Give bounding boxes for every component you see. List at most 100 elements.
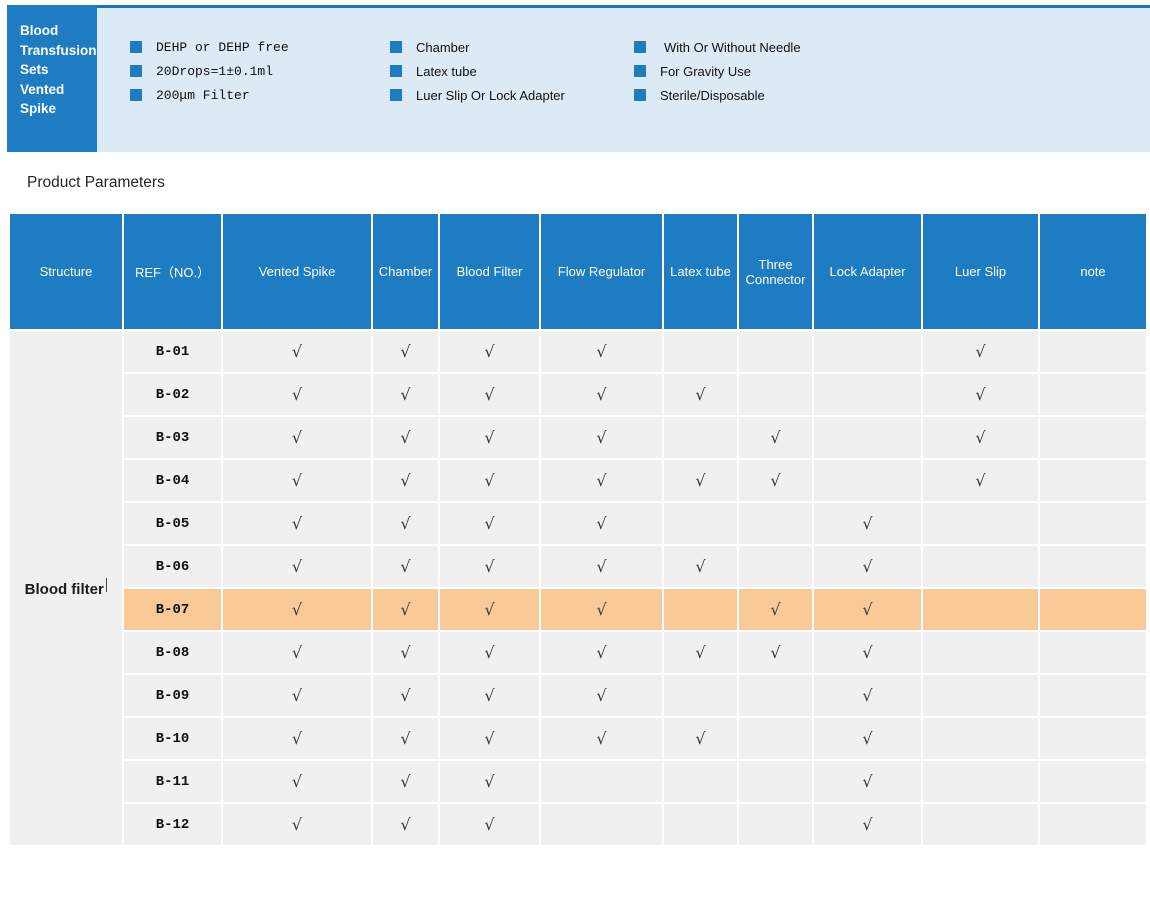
product-table: Structure REF（NO.） Vented Spike Chamber Bloo… <box>8 212 1148 847</box>
feature-item: Sterile/Disposable <box>634 87 801 103</box>
bullet-square-icon <box>390 65 402 77</box>
feature-item: Luer Slip Or Lock Adapter <box>390 87 565 103</box>
check-cell-luer_slip <box>921 501 1040 546</box>
check-cell-chamber: √ <box>371 458 440 503</box>
check-cell-three_connector <box>737 372 814 417</box>
check-cell-latex_tube <box>662 802 739 847</box>
check-cell-three_connector: √ <box>737 458 814 503</box>
check-cell-flow_regulator <box>539 759 664 804</box>
table-row-B-06[interactable]: B-06 √ √ √ √ √ √ <box>9 544 1148 589</box>
check-cell-blood_filter: √ <box>438 716 541 761</box>
check-cell-flow_regulator: √ <box>539 630 664 675</box>
check-cell-vented_spike: √ <box>221 329 373 374</box>
feature-column-3: With Or Without Needle For Gravity Use S… <box>634 40 801 112</box>
check-cell-note <box>1038 759 1148 804</box>
check-cell-blood_filter: √ <box>438 759 541 804</box>
feature-label: 20Drops=1±0.1ml <box>156 63 274 79</box>
check-cell-three_connector <box>737 501 814 546</box>
hero-title-line: Spike <box>20 101 57 116</box>
table-row-B-09[interactable]: B-09 √ √ √ √ √ <box>9 673 1148 718</box>
table-row-B-08[interactable]: B-08 √ √ √ √ √ √ √ <box>9 630 1148 675</box>
hero-title-line: Transfusion <box>20 42 97 58</box>
header-row: Structure REF（NO.） Vented Spike Chamber Bloo… <box>8 212 1148 331</box>
hero-title-box: Blood Transfusion Sets Vented Spike <box>7 5 97 152</box>
check-cell-note <box>1038 673 1148 718</box>
check-cell-three_connector <box>737 802 814 847</box>
table-row-B-03[interactable]: B-03 √ √ √ √ √ √ <box>9 415 1148 460</box>
feature-label: Luer Slip Or Lock Adapter <box>416 87 565 103</box>
check-cell-luer_slip <box>921 630 1040 675</box>
check-cell-blood_filter: √ <box>438 329 541 374</box>
col-header-chamber: Chamber <box>371 212 440 331</box>
ref-cell: B-09 <box>122 673 223 718</box>
ref-cell: B-10 <box>122 716 223 761</box>
ref-cell: B-05 <box>122 501 223 546</box>
check-cell-blood_filter: √ <box>438 587 541 632</box>
check-cell-blood_filter: √ <box>438 501 541 546</box>
check-cell-blood_filter: √ <box>438 630 541 675</box>
check-cell-lock_adapter: √ <box>812 802 923 847</box>
check-cell-three_connector: √ <box>737 415 814 460</box>
check-cell-note <box>1038 630 1148 675</box>
ref-cell: B-04 <box>122 458 223 503</box>
check-cell-flow_regulator: √ <box>539 587 664 632</box>
check-cell-latex_tube <box>662 329 739 374</box>
check-cell-latex_tube <box>662 759 739 804</box>
feature-column-1: DEHP or DEHP free 20Drops=1±0.1ml 200μm … <box>130 40 289 112</box>
feature-label: Sterile/Disposable <box>660 87 765 103</box>
check-cell-luer_slip <box>921 673 1040 718</box>
check-cell-chamber: √ <box>371 716 440 761</box>
col-header-flow_regulator: Flow Regulator <box>539 212 664 331</box>
check-cell-blood_filter: √ <box>438 544 541 589</box>
col-header-vented_spike: Vented Spike <box>221 212 373 331</box>
feature-item: DEHP or DEHP free <box>130 40 289 55</box>
check-cell-chamber: √ <box>371 415 440 460</box>
feature-item: 200μm Filter <box>130 88 289 103</box>
check-cell-luer_slip <box>921 544 1040 589</box>
check-cell-blood_filter: √ <box>438 458 541 503</box>
check-cell-latex_tube: √ <box>662 630 739 675</box>
check-cell-luer_slip: √ <box>921 372 1040 417</box>
table-row-B-02[interactable]: B-02 √ √ √ √ √ √ <box>9 372 1148 417</box>
check-cell-lock_adapter: √ <box>812 544 923 589</box>
table-row-B-10[interactable]: B-10 √ √ √ √ √ √ <box>9 716 1148 761</box>
bullet-square-icon <box>634 89 646 101</box>
table-row-B-04[interactable]: B-04 √ √ √ √ √ √ √ <box>9 458 1148 503</box>
check-cell-chamber: √ <box>371 802 440 847</box>
check-cell-flow_regulator: √ <box>539 372 664 417</box>
check-cell-three_connector <box>737 759 814 804</box>
col-header-latex_tube: Latex tube <box>662 212 739 331</box>
ref-cell: B-02 <box>122 372 223 417</box>
check-cell-luer_slip <box>921 587 1040 632</box>
check-cell-lock_adapter <box>812 458 923 503</box>
check-cell-note <box>1038 329 1148 374</box>
table-row-B-05[interactable]: B-05 √ √ √ √ √ <box>9 501 1148 546</box>
bullet-square-icon <box>390 41 402 53</box>
check-cell-chamber: √ <box>371 329 440 374</box>
table-row-B-11[interactable]: B-11 √ √ √ √ <box>9 759 1148 804</box>
table-body: Blood filter B-01 √ √ √ √ √ B-02 √ √ √ √ √ √ B-03 √ √ √ √ √… <box>8 329 1148 847</box>
table-header: Structure REF（NO.） Vented Spike Chamber Bloo… <box>8 212 1148 331</box>
check-cell-note <box>1038 501 1148 546</box>
table-row-B-01[interactable]: Blood filter B-01 √ √ √ √ √ <box>8 329 1148 847</box>
check-cell-note <box>1038 544 1148 589</box>
check-cell-luer_slip <box>921 802 1040 847</box>
check-cell-three_connector <box>737 544 814 589</box>
check-cell-lock_adapter: √ <box>812 673 923 718</box>
check-cell-vented_spike: √ <box>221 544 373 589</box>
check-cell-flow_regulator: √ <box>539 544 664 589</box>
check-cell-vented_spike: √ <box>221 372 373 417</box>
col-header-note: note <box>1038 212 1148 331</box>
col-header-three_connector: Three Connector <box>737 212 814 331</box>
check-cell-flow_regulator: √ <box>539 673 664 718</box>
check-cell-chamber: √ <box>371 544 440 589</box>
bullet-square-icon <box>634 41 646 53</box>
col-header-blood_filter: Blood Filter <box>438 212 541 331</box>
check-cell-flow_regulator: √ <box>539 329 664 374</box>
feature-label: Chamber <box>416 39 470 55</box>
table-row-B-12[interactable]: B-12 √ √ √ √ <box>9 802 1148 847</box>
check-cell-luer_slip <box>921 759 1040 804</box>
check-cell-lock_adapter: √ <box>812 587 923 632</box>
table-row-B-07[interactable]: B-07 √ √ √ √ √ √ <box>9 587 1148 632</box>
col-header-ref: REF（NO.） <box>122 212 223 331</box>
